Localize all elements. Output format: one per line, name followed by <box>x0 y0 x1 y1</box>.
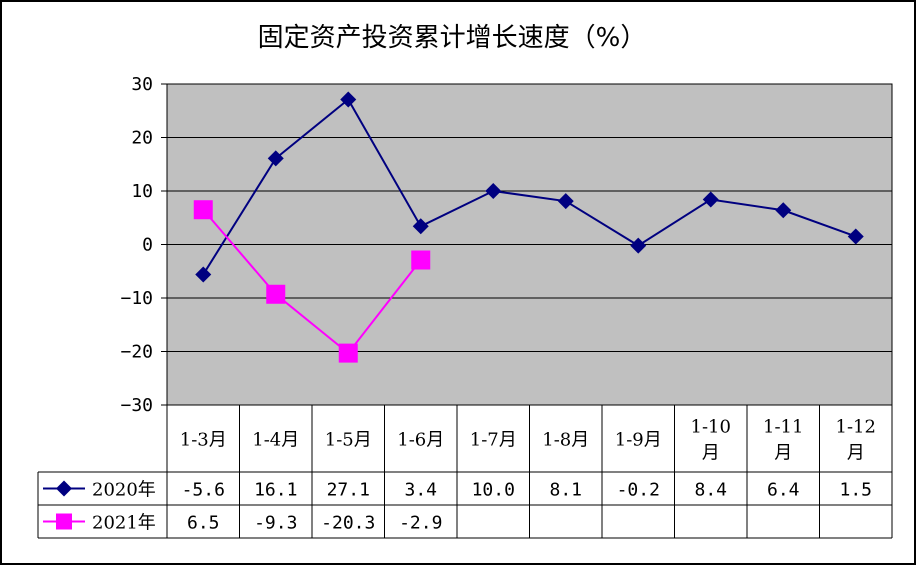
category-label-line: 1-10 <box>691 417 731 438</box>
category-label: 1-7月 <box>470 430 517 451</box>
category-label: 1-3月 <box>180 430 227 451</box>
data-point <box>195 266 212 283</box>
table-value: 6.4 <box>767 480 800 501</box>
category-label: 1-8月 <box>542 430 589 451</box>
table-value: 10.0 <box>472 480 515 501</box>
category-label: 1-11 月 <box>763 417 803 464</box>
data-point <box>193 200 213 220</box>
data-point <box>267 150 284 167</box>
category-label-line: 月 <box>774 443 792 464</box>
plot-area <box>166 83 893 406</box>
category-label-line: 月 <box>702 443 720 464</box>
data-point <box>847 228 864 245</box>
data-point <box>411 250 431 270</box>
table-value: 27.1 <box>327 480 370 501</box>
legend-label: 2021年 <box>92 513 156 534</box>
category-label: 1-12 月 <box>836 417 876 464</box>
data-point <box>266 284 286 304</box>
category-label-line: 月 <box>847 443 865 464</box>
y-tick-label: 0 <box>142 235 153 256</box>
data-table: 1-3月 1-4月 1-5月 1-6月 1-7月 1-8月 1-9月1-10 月1-11 月1-… <box>37 405 893 539</box>
category-label: 1-5月 <box>325 430 372 451</box>
table-value: -5.6 <box>182 480 225 501</box>
data-point <box>338 343 358 363</box>
data-point <box>485 183 502 199</box>
data-point <box>412 218 429 235</box>
category-label: 1-6月 <box>397 430 444 451</box>
legend-marker <box>56 480 72 497</box>
table-value: 3.4 <box>404 480 437 501</box>
y-tick-label: 20 <box>131 128 153 149</box>
table-value: -9.3 <box>254 513 297 534</box>
y-tick-label: 10 <box>131 181 153 202</box>
table-value: 8.4 <box>694 480 727 501</box>
table-value: 8.1 <box>549 480 582 501</box>
table-value: 16.1 <box>254 480 297 501</box>
data-point <box>775 202 792 219</box>
series-group: 2020年 -5.6 16.1 27.1 3.4 10.0 8.1 -0.2 8.4 6.4 1.5… <box>43 91 872 534</box>
category-label: 1-10 月 <box>691 417 731 464</box>
table-value: 1.5 <box>839 480 872 501</box>
y-tick-label: −10 <box>120 288 153 309</box>
data-point <box>630 237 647 254</box>
data-point <box>702 191 719 208</box>
y-tick-label: −20 <box>120 342 153 363</box>
category-label: 1-4月 <box>252 430 299 451</box>
table-value: -2.9 <box>399 513 442 534</box>
category-label: 1-9月 <box>615 430 662 451</box>
table-value: 6.5 <box>187 513 220 534</box>
table-value: -20.3 <box>321 513 375 534</box>
legend-label: 2020年 <box>92 480 156 501</box>
y-axis: 30 20 10 0 −10 −20 −30 <box>120 74 168 416</box>
data-point <box>557 193 574 210</box>
chart-title: 固定资产投资累计增长速度（%） <box>258 23 647 53</box>
table-value: -0.2 <box>617 480 660 501</box>
y-tick-label: 30 <box>131 74 153 95</box>
data-point <box>340 91 357 108</box>
series-line-2020年 <box>202 97 857 275</box>
category-label-line: 1-12 <box>836 417 876 438</box>
category-label-line: 1-11 <box>763 417 803 438</box>
y-tick-label: −30 <box>120 395 153 416</box>
series-line-2021年 <box>202 209 422 355</box>
legend-marker <box>56 513 72 530</box>
